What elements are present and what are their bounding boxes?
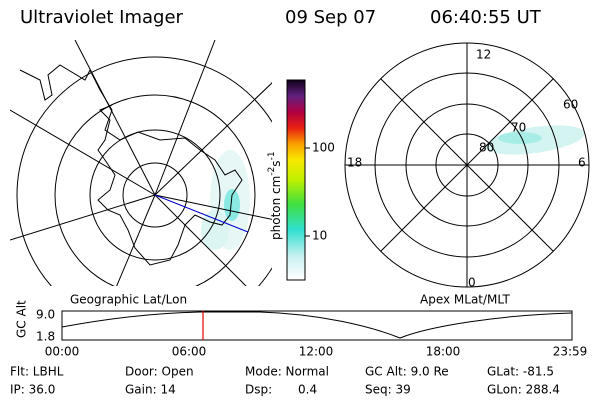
info-item: IP: 36.0 [10,383,55,397]
time-label: 18:00 [426,345,461,359]
left-caption: Geographic Lat/Lon [70,293,187,307]
title: Ultraviolet Imager [20,7,184,28]
date: 09 Sep 07 [285,7,376,28]
mlt-label: 0 [468,276,476,290]
info-item: Mode: Normal [245,365,329,379]
colorbar-label: photon cm-2s-1 [267,151,283,240]
info-item: 0.4 [298,383,317,397]
info-item: Flt: LBHL [10,365,64,379]
info-item: GLat: -81.5 [487,365,554,379]
mlat-label: 70 [511,121,526,135]
alt-label: 9.0 [36,308,55,322]
mlt-label: 12 [476,48,491,62]
colorbar-tick: 100 [312,141,335,155]
info-item: Gain: 14 [125,383,176,397]
right-caption: Apex MLat/MLT [420,293,510,307]
mlat-label: 80 [479,141,494,155]
info-panel: Flt: LBHL Door: Open Mode: Normal GC Alt… [10,365,560,397]
geographic-map [10,40,272,286]
time: 06:40:55 UT [430,7,542,28]
info-item: Door: Open [125,365,194,379]
altitude-timeline: GC Alt 9.0 1.8 00:00 06:00 12:00 18:00 2… [15,300,588,359]
mlt-label: 18 [347,156,362,170]
time-label: 12:00 [299,345,334,359]
timeline-label: GC Alt [15,300,29,338]
alt-label: 1.8 [36,330,55,344]
colorbar [286,79,306,281]
info-item: GLon: 288.4 [487,383,560,397]
info-item: Seq: 39 [365,383,411,397]
time-label: 00:00 [45,345,80,359]
colorbar-tick: 10 [312,229,327,243]
info-item: Dsp: [245,383,272,397]
time-label: 23:59 [553,345,588,359]
time-label: 06:00 [172,345,207,359]
magnetic-map: 12 18 6 0 60 70 80 [344,42,590,290]
mlat-label: 60 [563,98,578,112]
info-item: GC Alt: 9.0 Re [365,365,449,379]
mlt-label: 6 [578,156,586,170]
